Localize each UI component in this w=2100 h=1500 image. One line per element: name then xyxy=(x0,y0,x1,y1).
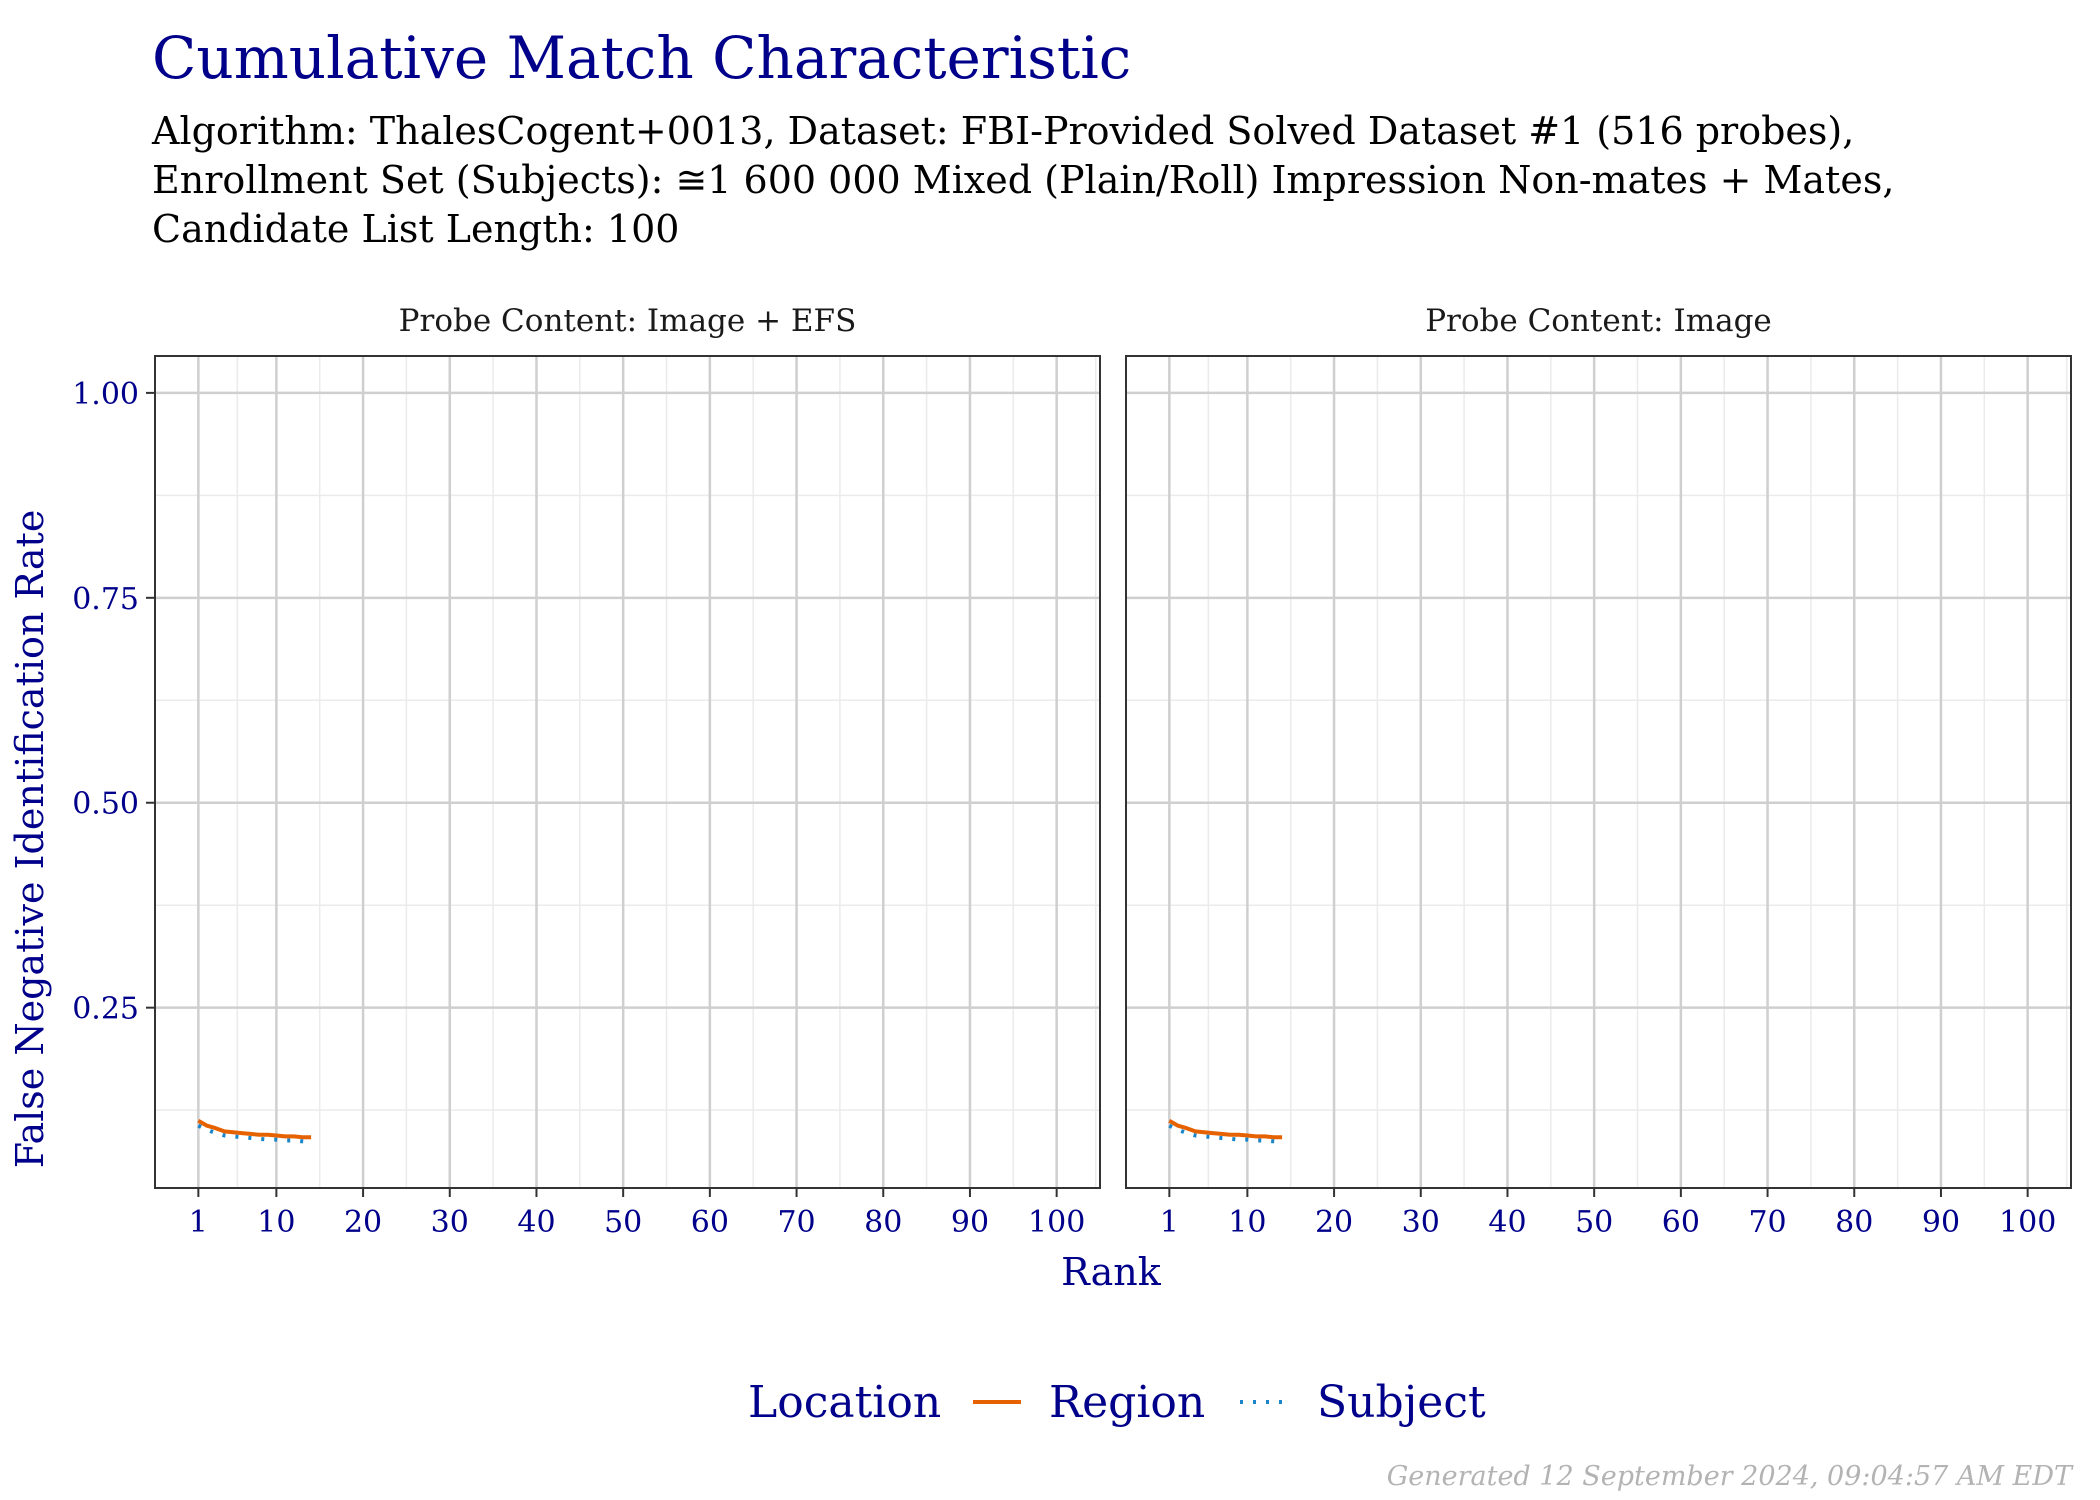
series-line-region xyxy=(1168,1119,1283,1140)
x-tick-label: 20 xyxy=(344,1205,382,1240)
panel-2: Probe Content: Image 1 10 20 30 40 50 60 70 80 90 1… xyxy=(1125,303,2072,1240)
x-tick-label: 80 xyxy=(864,1205,902,1240)
x-tick-label: 1 xyxy=(189,1205,208,1240)
subtitle-line-2: Enrollment Set (Subjects): ≅1 600 000 Mi… xyxy=(152,158,1894,202)
x-tick-label: 1 xyxy=(1160,1205,1179,1240)
subtitle-line-3: Candidate List Length: 100 xyxy=(152,207,679,251)
x-tick-label: 90 xyxy=(951,1205,989,1240)
facet-panels: Probe Content: Image + EFS 1 10 20 30 40 50 60 7… xyxy=(72,303,2072,1240)
legend-label-region: Region xyxy=(1049,1377,1205,1428)
y-axis-title: False Negative Identification Rate xyxy=(8,510,52,1169)
panel-strip-label: Probe Content: Image + EFS xyxy=(399,303,857,339)
generated-caption: Generated 12 September 2024, 09:04:57 AM… xyxy=(1387,1461,2074,1492)
y-tick-label: 0.75 xyxy=(72,582,139,617)
panel-border xyxy=(154,355,1101,1189)
x-tick-label: 60 xyxy=(1662,1205,1700,1240)
panel-1: Probe Content: Image + EFS 1 10 20 30 40 50 60 7… xyxy=(72,303,1101,1240)
x-tick-label: 100 xyxy=(1999,1205,2056,1240)
legend-label-subject: Subject xyxy=(1317,1377,1486,1428)
x-tick-label: 50 xyxy=(604,1205,642,1240)
series-line-region xyxy=(197,1119,312,1140)
x-tick-label: 10 xyxy=(1228,1205,1266,1240)
y-tick-label: 1.00 xyxy=(72,377,139,412)
legend-title: Location xyxy=(748,1377,941,1428)
x-tick-label: 90 xyxy=(1922,1205,1960,1240)
x-tick-label: 10 xyxy=(257,1205,295,1240)
x-tick-label: 80 xyxy=(1835,1205,1873,1240)
chart-title: Cumulative Match Characteristic xyxy=(152,24,1131,92)
x-tick-label: 40 xyxy=(517,1205,555,1240)
x-axis-title: Rank xyxy=(1061,1250,1162,1294)
panel-strip-label: Probe Content: Image xyxy=(1425,303,1772,339)
x-tick-label: 70 xyxy=(777,1205,815,1240)
x-tick-label: 70 xyxy=(1748,1205,1786,1240)
subtitle-line-1: Algorithm: ThalesCogent+0013, Dataset: F… xyxy=(151,109,1854,153)
x-tick-label: 100 xyxy=(1028,1205,1085,1240)
x-tick-label: 40 xyxy=(1488,1205,1526,1240)
x-tick-label: 30 xyxy=(1402,1205,1440,1240)
legend: Location Region Subject xyxy=(748,1377,1486,1428)
x-tick-label: 50 xyxy=(1575,1205,1613,1240)
y-tick-label: 0.25 xyxy=(72,992,139,1027)
x-tick-label: 30 xyxy=(431,1205,469,1240)
x-tick-label: 20 xyxy=(1315,1205,1353,1240)
y-tick-label: 0.50 xyxy=(72,787,139,822)
x-tick-label: 60 xyxy=(691,1205,729,1240)
panel-border xyxy=(1125,355,2072,1189)
